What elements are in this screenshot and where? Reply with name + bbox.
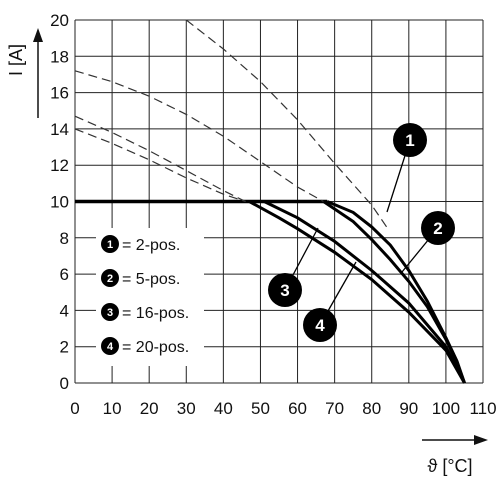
series-1-dashed-line <box>185 19 388 228</box>
x-tick-label: 60 <box>288 399 307 418</box>
y-tick-label: 10 <box>50 193 69 212</box>
legend-number-2: 2 <box>107 273 113 285</box>
legend-marker-3 <box>101 303 119 321</box>
y-tick-label: 14 <box>50 120 69 139</box>
legend-entry-label: = 5-pos. <box>122 271 180 288</box>
x-tick-label: 20 <box>140 399 159 418</box>
x-tick-label: 0 <box>70 399 79 418</box>
legend-number-3: 3 <box>107 307 113 319</box>
series-2-dashed-line <box>74 70 324 203</box>
y-tick-label: 18 <box>50 47 69 66</box>
legend-marker-4 <box>101 337 119 355</box>
legend-marker-1 <box>101 235 119 253</box>
legend-entry-label: = 2-pos. <box>122 237 180 254</box>
legend-entry-label: = 20-pos. <box>122 339 189 356</box>
y-tick-label: 6 <box>60 265 69 284</box>
series-3-dashed-line <box>74 115 246 203</box>
x-tick-label: 70 <box>325 399 344 418</box>
x-tick-label: 90 <box>399 399 418 418</box>
legend-number-1: 1 <box>107 239 113 251</box>
x-tick-label: 100 <box>432 399 460 418</box>
y-tick-label: 16 <box>50 84 69 103</box>
x-tick-label: 80 <box>362 399 381 418</box>
callout-number-2: 2 <box>433 219 442 238</box>
x-tick-label: 10 <box>103 399 122 418</box>
x-axis-arrow-icon <box>474 435 488 445</box>
legend-marker-2 <box>101 269 119 287</box>
series-3-derating-line <box>263 200 466 384</box>
x-axis-label-group: ϑ [°C] <box>422 435 488 476</box>
x-tick-label: 110 <box>469 399 496 418</box>
y-tick-label: 12 <box>50 156 69 175</box>
callout-number-1: 1 <box>405 131 414 150</box>
series-2-derating-line <box>322 200 466 384</box>
y-tick-label: 20 <box>50 11 69 30</box>
x-axis-label: ϑ [°C] <box>427 456 472 476</box>
y-axis-label-group: I [A] <box>6 28 43 118</box>
axes: 0 10 20 30 40 50 60 70 80 90 100 110024681012141618… <box>50 11 496 418</box>
legend: 1 = 2-pos. 2 = 5-pos. 3 = 16-pos. 4 = 20-pos. <box>96 228 204 366</box>
y-tick-label: 8 <box>60 229 69 248</box>
callout-number-4: 4 <box>315 316 325 335</box>
y-axis-label: I [A] <box>6 44 26 76</box>
callout-marker-3 <box>268 273 302 307</box>
callout-marker-2 <box>421 211 455 245</box>
callout-marker-1 <box>393 123 427 157</box>
x-tick-label: 30 <box>177 399 196 418</box>
legend-entry-label: = 16-pos. <box>122 305 189 322</box>
y-tick-label: 4 <box>60 301 69 320</box>
y-tick-label: 2 <box>60 338 69 357</box>
y-tick-label: 0 <box>60 374 69 393</box>
curve-markers: 1 2 3 4 <box>268 123 455 342</box>
x-tick-label: 50 <box>251 399 270 418</box>
callout-number-3: 3 <box>280 281 289 300</box>
x-tick-label: 40 <box>214 399 233 418</box>
y-axis-arrow-icon <box>33 28 43 42</box>
legend-number-4: 4 <box>107 341 114 353</box>
series-4-dashed-line <box>74 128 246 203</box>
callout-marker-4 <box>303 308 337 342</box>
